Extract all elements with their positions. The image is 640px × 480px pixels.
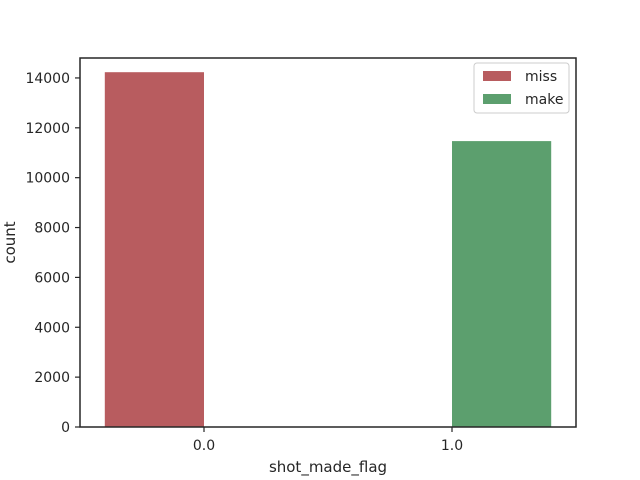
legend-label-make: make [525,92,563,108]
y-tick-label: 0 [61,420,70,436]
x-tick-label: 0.0 [193,438,215,454]
legend-swatch-miss [483,71,511,81]
y-tick-label: 6000 [34,270,70,286]
legend-swatch-make [483,94,511,104]
y-axis-label: count [1,221,19,263]
y-tick-label: 10000 [25,171,70,187]
y-tick-label: 12000 [25,121,70,137]
x-axis-ticks: 0.0 1.0 [193,427,463,454]
y-tick-label: 8000 [34,221,70,237]
y-tick-label: 2000 [34,370,70,386]
bar-miss-0.0 [104,72,204,427]
plot-frame [79,57,577,428]
bar-make-1.0 [452,141,552,427]
y-tick-label: 4000 [34,320,70,336]
legend: miss make [473,62,570,114]
x-tick-label: 1.0 [441,438,463,454]
y-tick-label: 14000 [25,71,70,87]
bars-layer [104,72,552,427]
y-axis-ticks: 0 2000 4000 6000 8000 10000 12000 14000 [25,71,80,436]
x-axis-label: shot_made_flag [269,458,387,477]
legend-label-miss: miss [525,69,557,85]
